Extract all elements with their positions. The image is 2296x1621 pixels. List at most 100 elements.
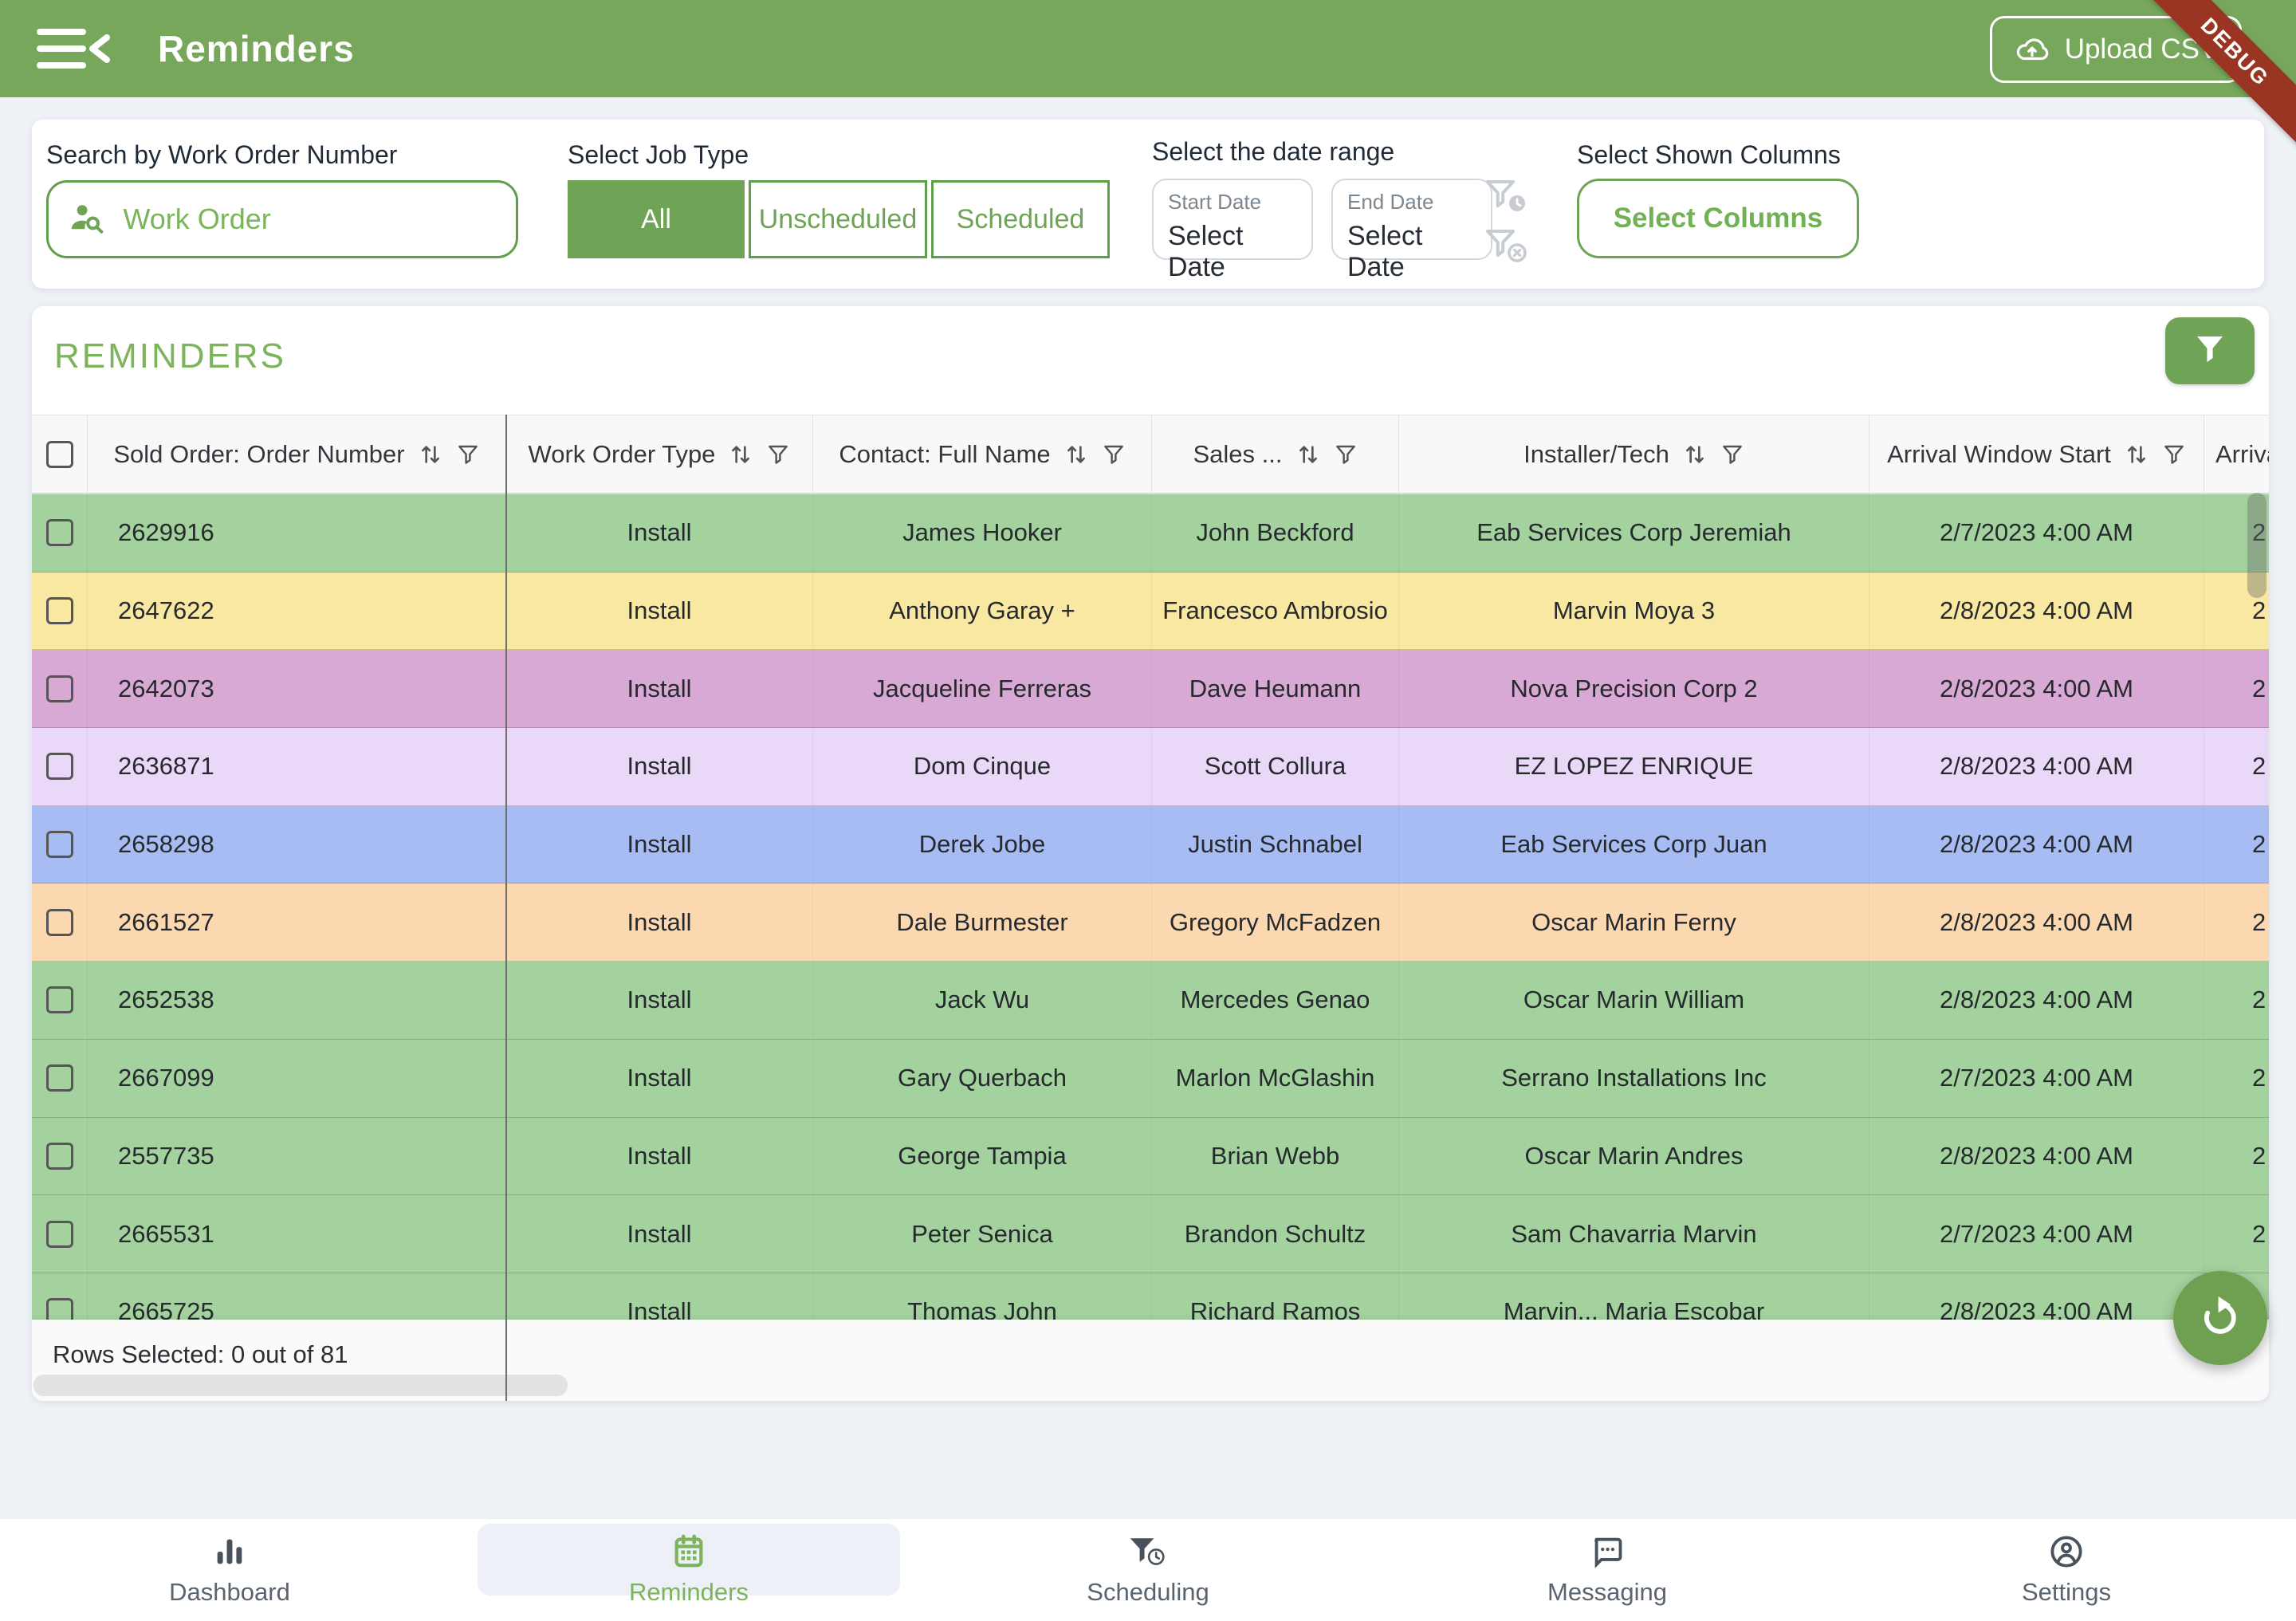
apply-date-filter-button[interactable] — [1484, 177, 1529, 215]
work-order-search[interactable] — [46, 180, 518, 258]
row-checkbox[interactable] — [46, 1064, 73, 1092]
header-contact-full-name: Contact: Full Name — [813, 415, 1152, 493]
row-checkbox-cell — [32, 883, 88, 961]
funnel-icon — [2191, 332, 2229, 370]
filter-clear-icon — [1484, 226, 1529, 265]
refresh-button[interactable] — [2173, 1271, 2267, 1365]
cell-sales: John Beckford — [1152, 494, 1399, 572]
table-header-row: Sold Order: Order Number Work Order Type… — [32, 415, 2269, 494]
row-checkbox[interactable] — [46, 675, 73, 702]
sort-icon[interactable] — [2124, 441, 2149, 468]
select-columns-button[interactable]: Select Columns — [1577, 179, 1859, 258]
table-row[interactable]: 2665725 Install Thomas John Richard Ramo… — [32, 1273, 2269, 1320]
nav-item-dashboard[interactable]: Dashboard — [0, 1519, 459, 1621]
header-work-order-type: Work Order Type — [506, 415, 813, 493]
job-type-all-button[interactable]: All — [568, 180, 745, 258]
column-filter-icon[interactable] — [456, 443, 480, 466]
sort-icon[interactable] — [1682, 441, 1708, 468]
cell-contact: Anthony Garay + — [813, 572, 1152, 650]
table-footer: Rows Selected: 0 out of 81 — [32, 1320, 2269, 1401]
account-settings-icon — [2048, 1533, 2085, 1570]
cell-sales: Richard Ramos — [1152, 1273, 1399, 1320]
sort-icon[interactable] — [1063, 441, 1089, 468]
row-checkbox[interactable] — [46, 986, 73, 1013]
job-type-label: Select Job Type — [568, 140, 749, 170]
row-checkbox[interactable] — [46, 909, 73, 936]
row-checkbox[interactable] — [46, 753, 73, 780]
row-checkbox[interactable] — [46, 1298, 73, 1320]
cell-arrival-end-partial: 2 — [2204, 650, 2269, 727]
app-bar: Reminders Upload CSV DEBUG — [0, 0, 2296, 97]
schedule-filter-clock-icon — [1127, 1533, 1169, 1570]
nav-item-scheduling[interactable]: Scheduling — [918, 1519, 1378, 1621]
table-row[interactable]: 2652538 Install Jack Wu Mercedes Genao O… — [32, 962, 2269, 1040]
table-row[interactable]: 2658298 Install Derek Jobe Justin Schnab… — [32, 806, 2269, 884]
job-type-unscheduled-button[interactable]: Unscheduled — [749, 180, 927, 258]
sort-icon[interactable] — [728, 441, 753, 468]
dashboard-icon — [211, 1533, 248, 1570]
table-row[interactable]: 2636871 Install Dom Cinque Scott Collura… — [32, 728, 2269, 806]
cell-order-number: 2629916 — [88, 494, 506, 572]
row-checkbox-cell — [32, 962, 88, 1039]
nav-item-reminders[interactable]: Reminders — [459, 1519, 918, 1621]
cell-sales: Francesco Ambrosio — [1152, 572, 1399, 650]
vertical-scrollbar-thumb[interactable] — [2247, 493, 2267, 598]
column-filter-icon[interactable] — [1334, 443, 1358, 466]
debug-ribbon: DEBUG — [2137, 0, 2296, 154]
sort-icon[interactable] — [418, 441, 443, 468]
table-row[interactable]: 2629916 Install James Hooker John Beckfo… — [32, 494, 2269, 572]
cell-installer: Sam Chavarria Marvin — [1399, 1195, 1869, 1273]
nav-item-settings[interactable]: Settings — [1837, 1519, 2296, 1621]
nav-label: Messaging — [1547, 1578, 1667, 1607]
header-order-number: Sold Order: Order Number — [88, 415, 506, 493]
menu-toggle-button[interactable] — [37, 22, 116, 75]
nav-label: Settings — [2022, 1578, 2111, 1607]
cell-arrival-start: 2/8/2023 4:00 AM — [1869, 1273, 2204, 1320]
table-row[interactable]: 2661527 Install Dale Burmester Gregory M… — [32, 883, 2269, 962]
cell-order-number: 2557735 — [88, 1118, 506, 1195]
clear-date-filter-button[interactable] — [1484, 226, 1529, 265]
cell-contact: Dale Burmester — [813, 883, 1152, 961]
select-all-checkbox[interactable] — [46, 441, 73, 468]
horizontal-scrollbar-thumb[interactable] — [33, 1375, 568, 1396]
search-input[interactable] — [123, 203, 495, 236]
cell-installer: Marvin Moya 3 — [1399, 572, 1869, 650]
cell-arrival-start: 2/8/2023 4:00 AM — [1869, 962, 2204, 1039]
column-filter-icon[interactable] — [1102, 443, 1126, 466]
cell-contact: James Hooker — [813, 494, 1152, 572]
start-date-field[interactable]: Start Date Select Date — [1152, 179, 1313, 260]
end-date-field[interactable]: End Date Select Date — [1331, 179, 1492, 260]
start-date-value: Select Date — [1168, 221, 1297, 283]
start-date-label: Start Date — [1168, 190, 1297, 214]
table-filter-button[interactable] — [2165, 317, 2255, 384]
cell-work-order-type: Install — [506, 1195, 813, 1273]
row-checkbox[interactable] — [46, 597, 73, 624]
nav-item-messaging[interactable]: Messaging — [1378, 1519, 1837, 1621]
search-label: Search by Work Order Number — [46, 140, 397, 170]
column-filter-icon[interactable] — [766, 443, 790, 466]
job-type-scheduled-button[interactable]: Scheduled — [931, 180, 1110, 258]
table-row[interactable]: 2642073 Install Jacqueline Ferreras Dave… — [32, 650, 2269, 728]
cell-sales: Marlon McGlashin — [1152, 1040, 1399, 1117]
table-row[interactable]: 2667099 Install Gary Querbach Marlon McG… — [32, 1040, 2269, 1118]
cell-arrival-end-partial: 2 — [2204, 1195, 2269, 1273]
cell-contact: Jack Wu — [813, 962, 1152, 1039]
table-row[interactable]: 2665531 Install Peter Senica Brandon Sch… — [32, 1195, 2269, 1273]
header-checkbox-cell — [32, 415, 88, 493]
sort-icon[interactable] — [1295, 441, 1321, 468]
reminders-page: Reminders Upload CSV DEBUG Search by Wor… — [0, 0, 2296, 1621]
table-row[interactable]: 2557735 Install George Tampia Brian Webb… — [32, 1118, 2269, 1196]
cell-installer: Eab Services Corp Juan — [1399, 806, 1869, 883]
column-filter-icon[interactable] — [2162, 443, 2186, 466]
cell-arrival-start: 2/8/2023 4:00 AM — [1869, 728, 2204, 805]
row-checkbox[interactable] — [46, 831, 73, 858]
cell-arrival-start: 2/8/2023 4:00 AM — [1869, 650, 2204, 727]
header-label: Arrival Window Start — [1887, 440, 2111, 469]
column-filter-icon[interactable] — [1720, 443, 1744, 466]
row-checkbox[interactable] — [46, 1143, 73, 1170]
row-checkbox-cell — [32, 1273, 88, 1320]
table-title: REMINDERS — [54, 336, 286, 376]
row-checkbox[interactable] — [46, 519, 73, 546]
row-checkbox[interactable] — [46, 1221, 73, 1248]
table-row[interactable]: 2647622 Install Anthony Garay + Francesc… — [32, 572, 2269, 651]
